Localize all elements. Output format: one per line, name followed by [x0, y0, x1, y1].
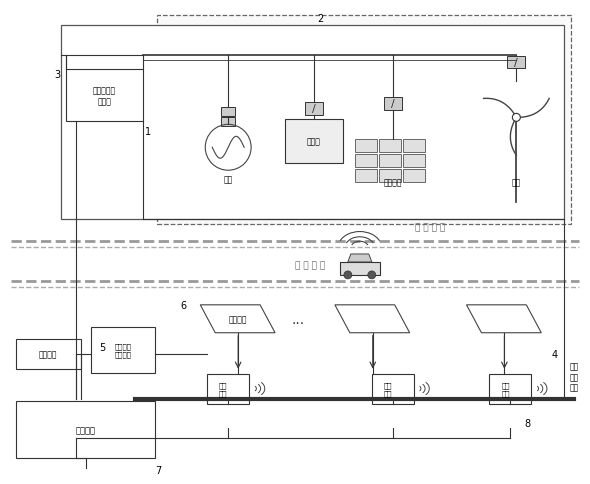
Bar	[91, 327, 155, 373]
Circle shape	[368, 272, 376, 279]
Text: 7: 7	[155, 466, 162, 475]
Bar	[490, 374, 532, 404]
Text: 共用可调
谐振电容: 共用可调 谐振电容	[114, 343, 132, 357]
Text: 电网: 电网	[224, 175, 233, 184]
Text: 6: 6	[181, 300, 186, 310]
Text: 匹配电路: 匹配电路	[39, 349, 57, 359]
Bar	[16, 401, 155, 458]
Bar	[355, 140, 377, 153]
Bar	[355, 155, 377, 168]
Bar	[379, 140, 401, 153]
Text: 3: 3	[55, 70, 61, 80]
Text: 射频
识别: 射频 识别	[219, 382, 228, 396]
Text: 充 电 道 路: 充 电 道 路	[295, 261, 325, 270]
Text: 蓄电池: 蓄电池	[307, 137, 321, 147]
Text: /: /	[514, 58, 518, 67]
Text: 光伏阵列: 光伏阵列	[384, 178, 402, 187]
Bar	[305, 103, 323, 116]
Text: 1: 1	[145, 127, 152, 137]
Bar	[379, 170, 401, 183]
Text: 发射线圈: 发射线圈	[228, 315, 247, 324]
Bar	[61, 26, 564, 220]
Bar	[403, 170, 425, 183]
Bar	[158, 15, 571, 225]
Text: 高频
交流
母线: 高频 交流 母线	[569, 362, 578, 392]
Bar	[285, 120, 343, 164]
Bar	[221, 118, 235, 127]
Circle shape	[512, 114, 520, 122]
Text: 2: 2	[317, 14, 323, 24]
Bar	[403, 155, 425, 168]
Text: 控制系统: 控制系统	[76, 425, 96, 434]
Text: 5: 5	[100, 342, 106, 352]
Bar	[207, 374, 249, 404]
Text: /: /	[312, 104, 316, 114]
Text: 射频
识别: 射频 识别	[384, 382, 392, 396]
Text: 4: 4	[551, 349, 558, 359]
Text: /: /	[391, 99, 395, 109]
Text: 8: 8	[525, 419, 530, 429]
Bar	[340, 262, 380, 275]
Bar	[384, 98, 402, 111]
Text: 多通道高频
逆变器: 多通道高频 逆变器	[93, 87, 116, 106]
Text: ...: ...	[291, 312, 304, 326]
Circle shape	[344, 272, 352, 279]
Bar	[372, 374, 414, 404]
Bar	[221, 108, 235, 117]
Text: 能 源 系 统: 能 源 系 统	[415, 223, 445, 232]
Bar	[16, 339, 81, 369]
Text: 风机: 风机	[512, 178, 521, 187]
Polygon shape	[348, 255, 372, 262]
Bar	[379, 155, 401, 168]
Bar	[355, 170, 377, 183]
Bar	[403, 140, 425, 153]
Bar	[65, 70, 143, 122]
Text: 射频
识别: 射频 识别	[501, 382, 510, 396]
Bar	[507, 57, 525, 69]
